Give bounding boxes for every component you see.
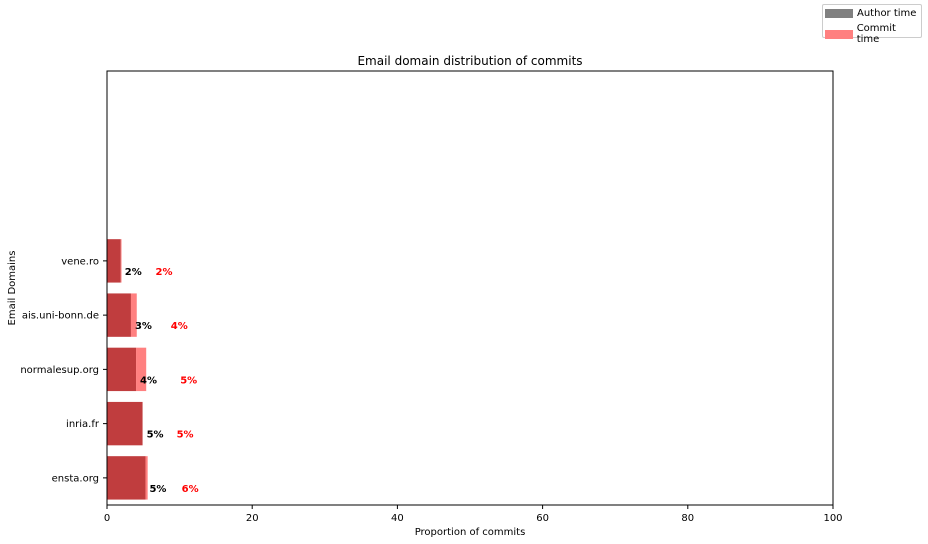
- data-label-commit-normalesup.org: 5%: [180, 375, 197, 386]
- legend-swatch-author: [825, 9, 853, 18]
- bar-overlap-vene.ro: [107, 239, 121, 283]
- x-tick-label: 20: [246, 513, 259, 524]
- chart-title: Email domain distribution of commits: [357, 54, 582, 68]
- legend-label-author: Author time: [857, 8, 917, 19]
- data-label-author-normalesup.org: 4%: [140, 375, 157, 386]
- data-label-commit-vene.ro: 2%: [156, 267, 173, 278]
- x-tick-label: 0: [104, 513, 110, 524]
- x-tick-label: 60: [536, 513, 549, 524]
- bar-overlap-normalesup.org: [107, 347, 137, 392]
- y-axis-label: Email Domains: [7, 251, 18, 326]
- y-tick-label: ais.uni-bonn.de: [22, 311, 99, 322]
- data-label-author-ensta.org: 5%: [149, 484, 166, 495]
- labels-group: 5% 6% 5% 5% 4% 5% 3% 4% 2% 2%: [125, 267, 199, 495]
- data-label-author-vene.ro: 2%: [125, 267, 142, 278]
- data-label-commit-ais.uni-bonn.de: 4%: [171, 321, 188, 332]
- bar-overlap-ensta.org: [107, 456, 146, 500]
- legend-item-author: Author time: [825, 8, 916, 19]
- legend-swatch-commit: [825, 29, 853, 39]
- data-label-author-ais.uni-bonn.de: 3%: [135, 321, 152, 332]
- legend-item-commit: Commit time: [825, 23, 921, 45]
- plot-frame: [106, 70, 834, 506]
- data-label-author-inria.fr: 5%: [147, 430, 164, 441]
- bar-overlap-ais.uni-bonn.de: [107, 293, 131, 337]
- legend-label-commit: Commit time: [856, 23, 896, 45]
- bar-extension-vene.ro: [120, 239, 122, 283]
- x-tick-label: 40: [391, 513, 404, 524]
- bar-overlap-inria.fr: [107, 401, 143, 446]
- x-axis: 0 20 40 60 80 100: [104, 505, 843, 524]
- plot-area: [107, 71, 833, 505]
- bar-extension-ensta.org: [145, 456, 148, 500]
- y-axis: ensta.org inria.fr normalesup.org ais.uni-b…: [20, 256, 107, 484]
- y-tick-label: inria.fr: [66, 419, 100, 430]
- y-tick-label: ensta.org: [52, 473, 99, 484]
- data-label-commit-inria.fr: 5%: [177, 430, 194, 441]
- x-tick-label: 100: [823, 513, 842, 524]
- y-tick-label: normalesup.org: [20, 365, 99, 376]
- legend: Author time Commit time: [822, 4, 922, 45]
- x-tick-label: 80: [681, 513, 694, 524]
- bars-group: [107, 239, 148, 500]
- bar-extension-ais.uni-bonn.de: [130, 293, 137, 337]
- bar-extension-normalesup.org: [136, 347, 147, 392]
- y-tick-label: vene.ro: [61, 256, 99, 267]
- x-axis-label: Proportion of commits: [415, 527, 526, 538]
- data-label-commit-ensta.org: 6%: [182, 484, 199, 495]
